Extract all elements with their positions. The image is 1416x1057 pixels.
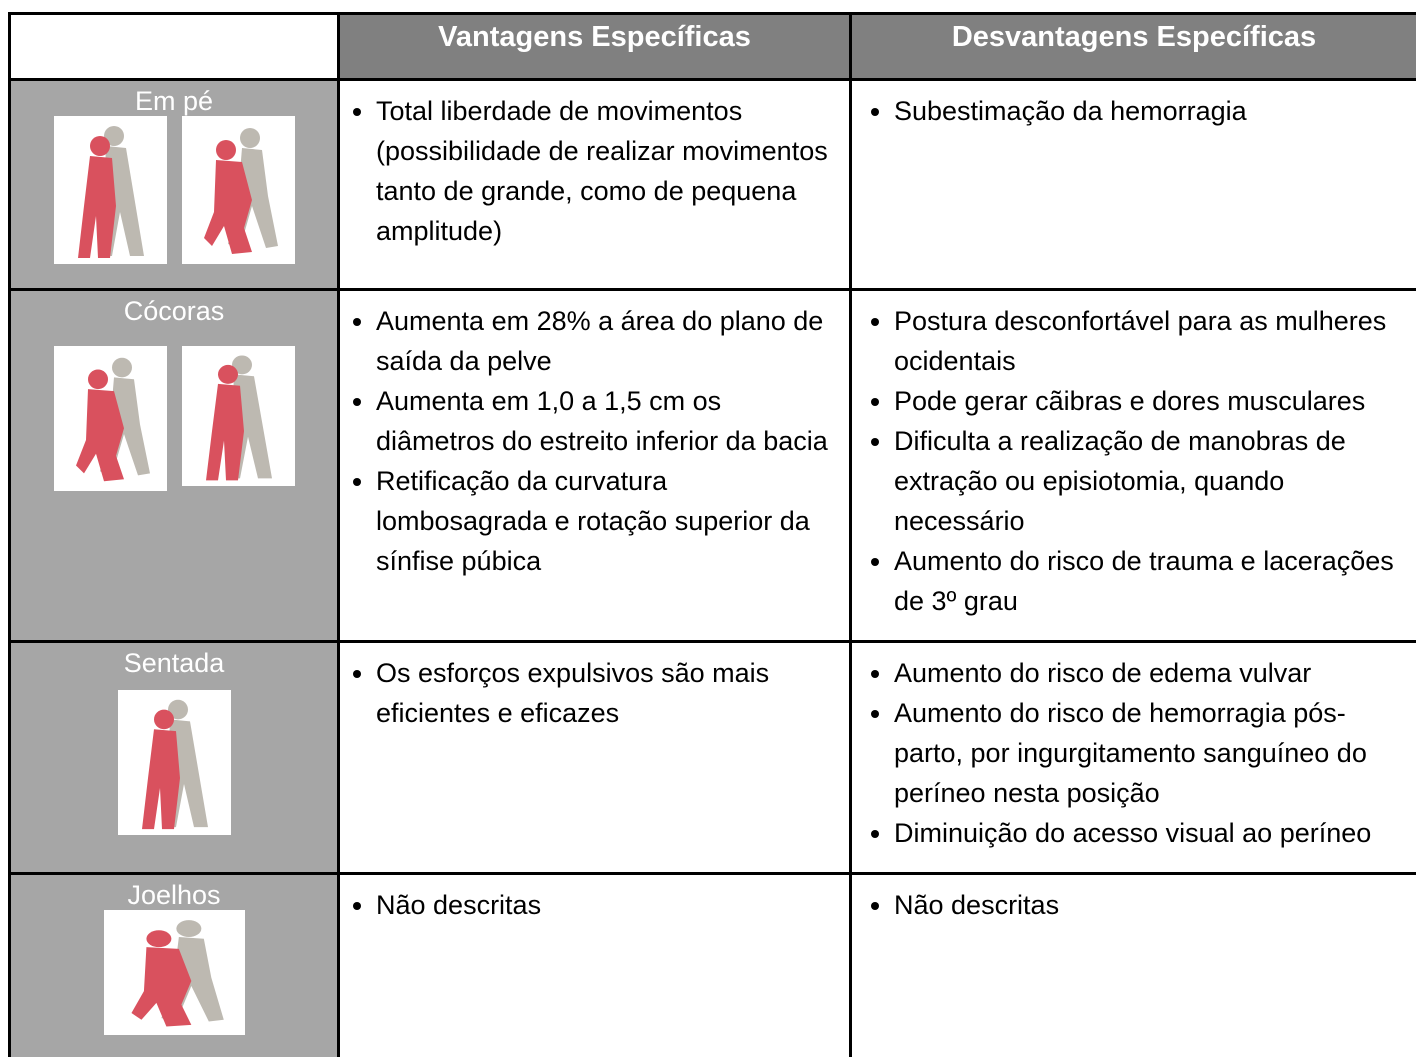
position-cell: Cócoras: [11, 291, 337, 640]
list-item: Retificação da curvatura lombosagrada e …: [376, 461, 843, 581]
position-cell: Sentada: [11, 643, 337, 872]
list-item: Postura desconfortável para as mulheres …: [894, 301, 1410, 381]
illustration: [181, 116, 295, 264]
advantages-cell: Total liberdade de movimentos (possibili…: [340, 81, 849, 288]
list-item: Diminuição do acesso visual ao períneo: [894, 813, 1410, 853]
list-item: Aumento do risco de edema vulvar: [894, 653, 1410, 693]
list-item: Aumenta em 28% a área do plano de saída …: [376, 301, 843, 381]
disadvantages-list: Postura desconfortável para as mulheres …: [852, 291, 1416, 621]
column-header: Desvantagens Específicas: [852, 15, 1416, 78]
advantages-cell: Aumenta em 28% a área do plano de saída …: [340, 291, 849, 640]
images: [11, 116, 337, 264]
position-cell: Joelhos: [11, 875, 337, 1057]
illustration: [117, 690, 231, 835]
disadvantages-cell: Postura desconfortável para as mulheres …: [852, 291, 1416, 640]
column-header: Vantagens Específicas: [340, 15, 849, 78]
illustration: [181, 346, 295, 486]
advantages-list: Os esforços expulsivos são mais eficient…: [340, 643, 849, 733]
list-item: Dificulta a realização de manobras de ex…: [894, 421, 1410, 541]
list-item: Não descritas: [894, 885, 1410, 925]
header-blank: [11, 15, 337, 78]
illustration: [53, 116, 167, 264]
advantages-list: Não descritas: [340, 875, 849, 925]
position-label: Joelhos: [127, 880, 221, 910]
list-item: Pode gerar cãibras e dores musculares: [894, 381, 1410, 421]
advantages-list: Total liberdade de movimentos (possibili…: [340, 81, 849, 251]
disadvantages-cell: Subestimação da hemorragia: [852, 81, 1416, 288]
list-item: Total liberdade de movimentos (possibili…: [376, 91, 843, 251]
advantages-cell: Não descritas: [340, 875, 849, 1057]
illustration: [103, 910, 245, 1035]
disadvantages-list: Não descritas: [852, 875, 1416, 925]
position-label: Sentada: [123, 648, 225, 678]
list-item: Os esforços expulsivos são mais eficient…: [376, 653, 843, 733]
images: [11, 326, 337, 491]
list-item: Aumento do risco de hemorragia pós-parto…: [894, 693, 1410, 813]
list-item: Não descritas: [376, 885, 843, 925]
position-label: Em pé: [134, 86, 214, 116]
disadvantages-cell: Aumento do risco de edema vulvarAumento …: [852, 643, 1416, 872]
illustration: [53, 346, 167, 491]
list-item: Subestimação da hemorragia: [894, 91, 1410, 131]
images: [11, 910, 337, 1035]
images: [11, 678, 337, 835]
disadvantages-cell: Não descritas: [852, 875, 1416, 1057]
table: Vantagens Específicas Desvantagens Especí…: [8, 12, 1416, 1057]
list-item: Aumenta em 1,0 a 1,5 cm os diâmetros do …: [376, 381, 843, 461]
disadvantages-list: Aumento do risco de edema vulvarAumento …: [852, 643, 1416, 853]
advantages-cell: Os esforços expulsivos são mais eficient…: [340, 643, 849, 872]
position-cell: Em pé: [11, 81, 337, 288]
list-item: Aumento do risco de trauma e lacerações …: [894, 541, 1410, 621]
position-label: Cócoras: [123, 296, 225, 326]
advantages-list: Aumenta em 28% a área do plano de saída …: [340, 291, 849, 581]
disadvantages-list: Subestimação da hemorragia: [852, 81, 1416, 131]
